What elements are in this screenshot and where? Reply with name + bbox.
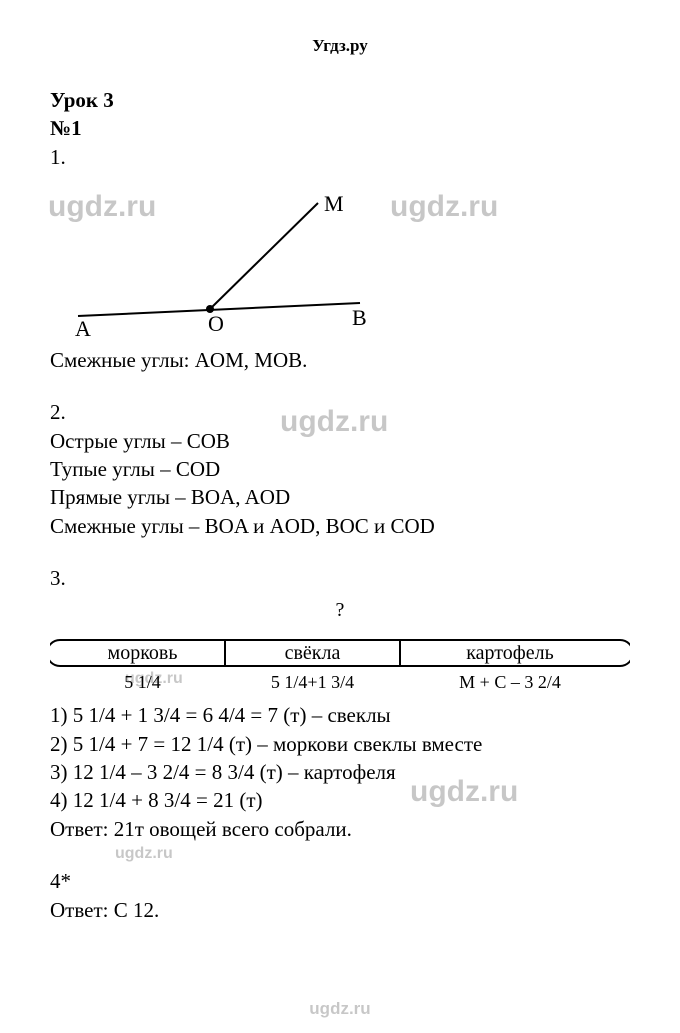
svg-text:картофель: картофель <box>466 642 553 664</box>
q1-num: 1. <box>50 143 630 171</box>
svg-text:5 1/4: 5 1/4 <box>124 672 161 692</box>
segment-diagram: ? морковь 5 1/4 свёкла 5 1/4+1 3/4 картофель М… <box>50 598 630 699</box>
q2-line: Острые углы – COB <box>50 427 630 455</box>
q4-num: 4* <box>50 867 630 895</box>
svg-text:М + С – 3 2/4: М + С – 3 2/4 <box>459 672 561 692</box>
q3-step: 3) 12 1/4 – 3 2/4 = 8 3/4 (т) – картофел… <box>50 758 630 786</box>
q2-num: 2. <box>50 398 630 426</box>
q1-caption: Смежные углы: AOM, MOB. <box>50 346 630 374</box>
svg-text:B: B <box>352 305 367 330</box>
lesson-number: №1 <box>50 114 630 142</box>
svg-text:O: O <box>208 311 224 336</box>
q2-line: Смежные углы – BOA и AOD, BOC и COD <box>50 512 630 540</box>
angle-diagram: A O B M <box>50 181 630 342</box>
q2-line: Тупые углы – COD <box>50 455 630 483</box>
q3-step: 4) 12 1/4 + 8 3/4 = 21 (т) <box>50 786 630 814</box>
svg-text:A: A <box>75 316 91 336</box>
svg-text:свёкла: свёкла <box>285 642 341 664</box>
svg-text:морковь: морковь <box>108 642 178 664</box>
svg-text:5 1/4+1 3/4: 5 1/4+1 3/4 <box>271 672 354 692</box>
q4-answer: Ответ: С 12. <box>50 896 630 924</box>
q3-num: 3. <box>50 564 630 592</box>
svg-text:?: ? <box>336 599 345 621</box>
q3-step: 2) 5 1/4 + 7 = 12 1/4 (т) – моркови свек… <box>50 730 630 758</box>
site-header: Угдз.ру <box>50 36 630 56</box>
q2-line: Прямые углы – BOA, AOD <box>50 483 630 511</box>
footer-watermark: ugdz.ru <box>0 999 680 1019</box>
lesson-title: Урок 3 <box>50 86 630 114</box>
svg-text:M: M <box>324 191 344 216</box>
q3-answer: Ответ: 21т овощей всего собрали. <box>50 815 630 843</box>
q3-step: 1) 5 1/4 + 1 3/4 = 6 4/4 = 7 (т) – свекл… <box>50 701 630 729</box>
